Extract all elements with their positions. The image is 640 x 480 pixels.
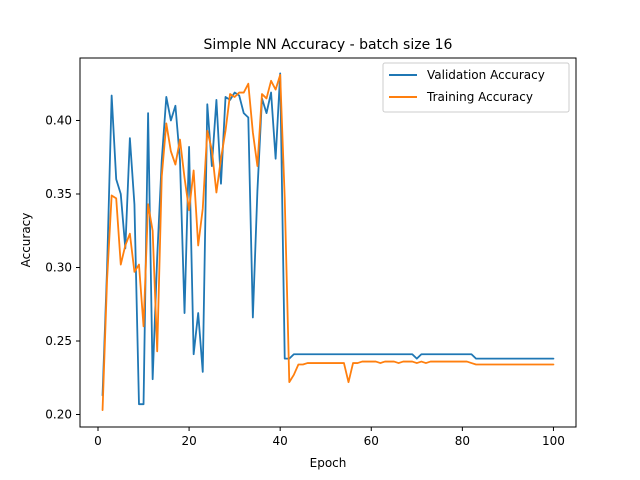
y-tick-label: 0.35: [45, 187, 72, 201]
plot-frame: [79, 57, 577, 428]
y-tick-label: 0.40: [45, 113, 72, 127]
series-group: [101, 72, 555, 411]
x-tick-label: 100: [542, 434, 565, 448]
plot-area: [79, 57, 577, 428]
y-tick-label: 0.20: [45, 408, 72, 422]
series-line-validation-accuracy: [101, 72, 555, 406]
series-line-training-accuracy: [101, 74, 555, 411]
legend-label-validation: Validation Accuracy: [427, 68, 545, 82]
chart-title: Simple NN Accuracy - batch size 16: [204, 37, 453, 53]
y-axis: 0.20 0.25 0.30 0.35 0.40: [45, 113, 80, 422]
x-tick-label: 0: [94, 434, 102, 448]
x-axis-label: Epoch: [310, 456, 347, 470]
x-tick-label: 40: [273, 434, 288, 448]
y-axis-label: Accuracy: [19, 213, 33, 268]
x-axis: 0 20 40 60 80 100: [94, 427, 565, 448]
y-tick-label: 0.25: [45, 334, 72, 348]
x-tick-label: 20: [181, 434, 196, 448]
legend: Validation Accuracy Training Accuracy: [382, 62, 570, 113]
legend-label-training: Training Accuracy: [426, 90, 533, 104]
legend-box: [382, 62, 570, 113]
x-tick-label: 80: [455, 434, 470, 448]
x-tick-label: 60: [364, 434, 379, 448]
y-tick-label: 0.30: [45, 260, 72, 274]
